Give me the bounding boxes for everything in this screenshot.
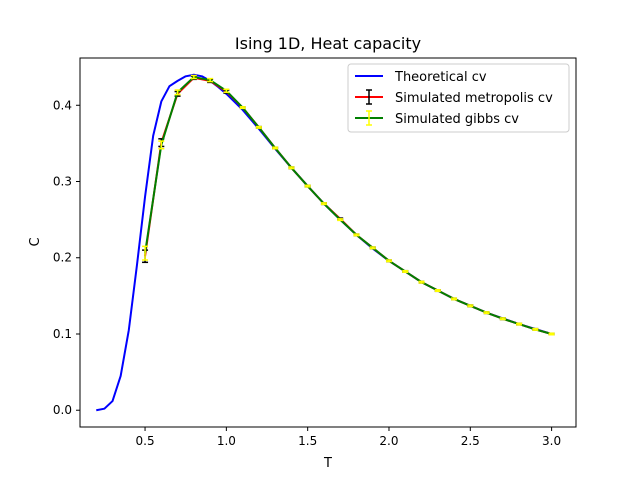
simulated-gibbs-cv-errorbar xyxy=(337,218,344,222)
simulated-gibbs-cv-errorbar xyxy=(142,245,149,261)
simulated-gibbs-cv-series xyxy=(142,74,555,336)
simulated-gibbs-cv-errorbar xyxy=(385,259,392,263)
simulated-gibbs-cv-errorbar xyxy=(239,106,246,110)
y-tick-label: 0.2 xyxy=(53,251,72,265)
simulated-gibbs-cv-errorbar xyxy=(499,317,506,321)
x-tick-label: 3.0 xyxy=(542,434,561,448)
simulated-gibbs-cv-errorbar xyxy=(223,88,230,94)
chart-title: Ising 1D, Heat capacity xyxy=(235,34,421,53)
simulated-gibbs-cv-errorbar xyxy=(483,311,490,315)
simulated-gibbs-cv-errorbar xyxy=(402,269,409,273)
legend-theoretical-label: Theoretical cv xyxy=(394,70,487,85)
legend: Theoretical cv Simulated metropolis cv S… xyxy=(347,63,570,133)
simulated-gibbs-cv-errorbar xyxy=(255,125,262,129)
y-axis: 0.0 0.1 0.2 0.3 0.4 xyxy=(53,98,80,417)
simulated-gibbs-cv-errorbar xyxy=(190,74,197,80)
simulated-gibbs-cv-errorbar xyxy=(532,327,539,331)
simulated-gibbs-cv-errorbar xyxy=(434,289,441,293)
x-tick-label: 2.5 xyxy=(461,434,480,448)
x-axis: 0.5 1.0 1.5 2.0 2.5 3.0 xyxy=(136,427,561,448)
simulated-gibbs-cv-errorbar xyxy=(516,322,523,326)
simulated-gibbs-cv-errorbar xyxy=(467,304,474,308)
plot-area xyxy=(96,73,555,412)
simulated-gibbs-cv-errorbar xyxy=(451,297,458,301)
simulated-gibbs-cv-errorbar xyxy=(353,233,360,237)
legend-gibbs-marker xyxy=(355,110,383,126)
simulated-gibbs-cv-errorbar xyxy=(548,332,555,336)
simulated-gibbs-cv-errorbar xyxy=(369,246,376,250)
x-tick-label: 0.5 xyxy=(136,434,155,448)
simulated-gibbs-cv-errorbar xyxy=(272,146,279,150)
y-tick-label: 0.1 xyxy=(53,327,72,341)
y-tick-label: 0.0 xyxy=(53,403,72,417)
legend-metropolis-marker xyxy=(355,89,383,105)
legend-gibbs-label: Simulated gibbs cv xyxy=(395,112,519,127)
simulated-gibbs-cv-errorbar xyxy=(418,280,425,284)
x-tick-label: 1.0 xyxy=(217,434,236,448)
simulated-gibbs-cv-errorbar xyxy=(320,202,327,206)
simulated-gibbs-cv-errorbar xyxy=(174,89,181,96)
simulated-gibbs-cv-errorbar xyxy=(207,77,214,83)
simulated-gibbs-cv-errorbar xyxy=(158,140,165,150)
x-axis-label: T xyxy=(323,456,332,471)
legend-box xyxy=(347,63,570,133)
simulated-gibbs-cv-errorbar xyxy=(288,166,295,170)
y-tick-label: 0.4 xyxy=(53,98,72,112)
y-axis-label: C xyxy=(28,237,43,246)
legend-metropolis-label: Simulated metropolis cv xyxy=(395,91,553,106)
y-tick-label: 0.3 xyxy=(53,175,72,189)
simulated-gibbs-cv-errorbar xyxy=(304,184,311,188)
x-tick-label: 2.0 xyxy=(379,434,398,448)
axes-frame xyxy=(79,57,577,428)
x-tick-label: 1.5 xyxy=(298,434,317,448)
